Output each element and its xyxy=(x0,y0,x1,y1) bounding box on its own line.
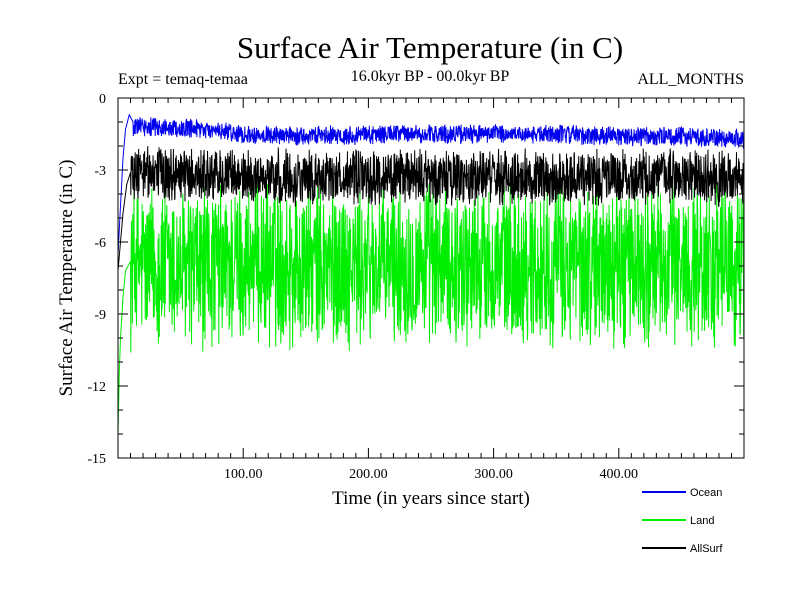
series-line-ocean xyxy=(117,113,745,255)
legend-label-ocean: Ocean xyxy=(690,487,722,499)
y-axis-label: Surface Air Temperature (in C) xyxy=(56,160,77,397)
series-line-allsurf xyxy=(117,146,745,271)
x-tick-label: 100.00 xyxy=(224,467,263,482)
series-layer xyxy=(117,113,745,435)
legend-label-allsurf: AllSurf xyxy=(690,543,723,555)
chart-subtitle: 16.0kyr BP - 00.0kyr BP xyxy=(351,68,510,85)
y-tick-label: -12 xyxy=(87,380,106,395)
y-tick-label: -15 xyxy=(87,452,106,467)
legend: Ocean Land AllSurf xyxy=(642,487,723,555)
legend-label-land: Land xyxy=(690,515,714,527)
x-tick-label: 300.00 xyxy=(474,467,513,482)
y-tick-label: -3 xyxy=(94,164,106,179)
experiment-label: Expt = temaq-temaa xyxy=(118,71,248,88)
x-tick-label: 200.00 xyxy=(349,467,388,482)
axis-ticks: 100.00 200.00 300.00 400.00 0 -3 -6 -9 -12 -15 xyxy=(87,92,744,482)
series-line-land xyxy=(117,176,745,435)
y-tick-label: -6 xyxy=(94,236,106,251)
y-tick-label: 0 xyxy=(99,92,106,107)
months-label: ALL_MONTHS xyxy=(637,71,744,88)
x-tick-label: 400.00 xyxy=(600,467,639,482)
y-tick-label: -9 xyxy=(94,308,106,323)
chart-title: Surface Air Temperature (in C) xyxy=(237,30,623,65)
x-axis-label: Time (in years since start) xyxy=(332,488,530,509)
